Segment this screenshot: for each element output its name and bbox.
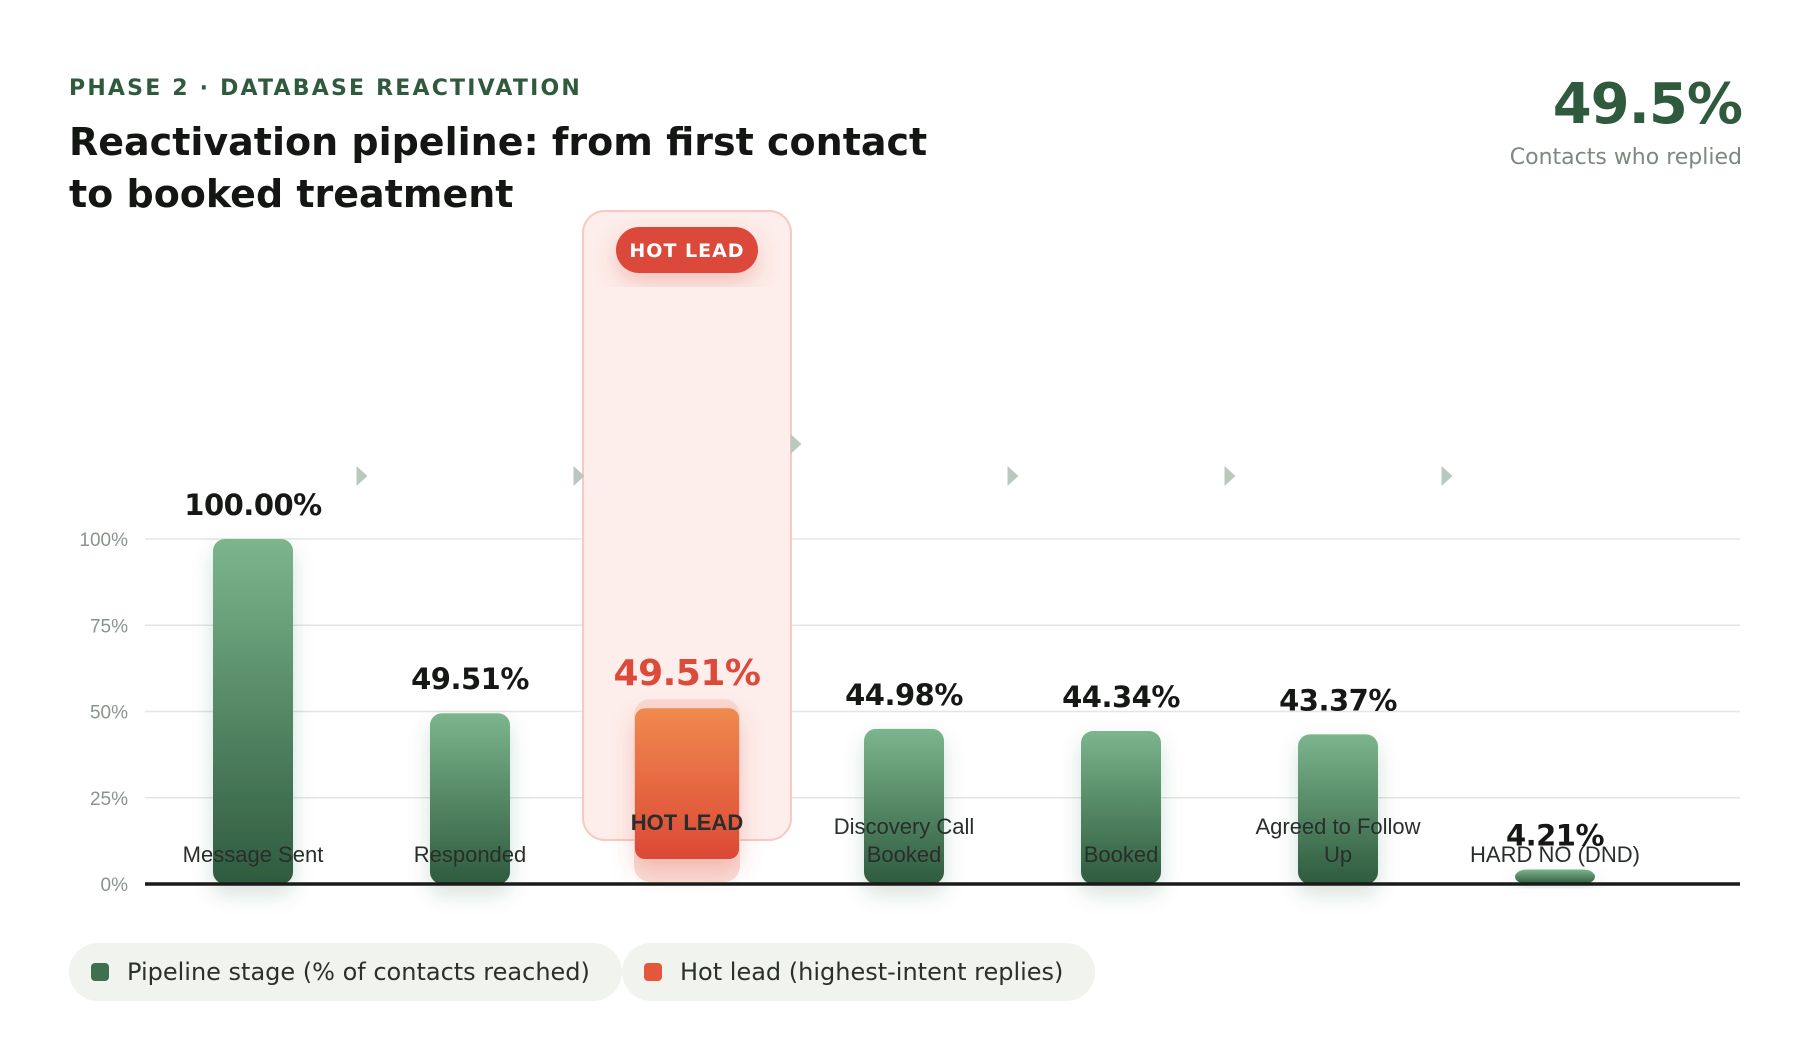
bar-value-label: 43.37%	[1279, 683, 1397, 717]
hot-lead-badge	[616, 227, 758, 273]
flow-arrow-icon	[1441, 466, 1453, 486]
kpi-value: 49.5%	[1552, 72, 1743, 137]
legend-label-pipeline: Pipeline stage (% of contacts reached)	[127, 958, 590, 986]
x-category-label: HARD NO (DND)	[1470, 842, 1640, 867]
hot-lead-badge-label: HOT LEAD	[629, 240, 744, 262]
bar-value-label: 49.51%	[614, 653, 761, 694]
x-category-label: Booked	[1084, 842, 1159, 867]
flow-arrow-icon	[1224, 466, 1236, 486]
legend-swatch-green	[91, 963, 109, 981]
bar-agreed-to-follow-up	[1298, 734, 1378, 884]
legend-swatch-orange	[644, 963, 662, 981]
pipeline-bar-chart: 0% 25% 50% 75% 100% HOT LEAD 100.00% 49.51% 49.5…	[79, 210, 1740, 896]
bar-value-label: 49.51%	[411, 662, 529, 696]
legend-label-hot: Hot lead (highest-intent replies)	[680, 958, 1064, 986]
bar-value-label: 100.00%	[184, 488, 322, 522]
bar-value-label: 44.98%	[845, 678, 963, 712]
chart-eyebrow: PHASE 2 · DATABASE REACTIVATION	[69, 76, 583, 101]
bar-hard-no-dnd-	[1515, 869, 1595, 884]
legend-item-hot: Hot lead (highest-intent replies)	[622, 943, 1096, 1001]
x-category-label: Responded	[414, 842, 527, 867]
bar-value-label: 44.34%	[1062, 680, 1180, 714]
x-category-label: Discovery Call Booked	[834, 814, 975, 867]
bar-discovery-call-booked	[864, 728, 944, 884]
bar-message-sent	[213, 539, 293, 884]
bar-value-label: 4.21%	[1506, 818, 1605, 852]
y-tick-label: 0%	[101, 875, 129, 896]
legend-item-pipeline: Pipeline stage (% of contacts reached)	[69, 943, 622, 1001]
y-tick-label: 25%	[90, 789, 128, 810]
bar-booked	[1081, 731, 1161, 884]
x-category-label: Message Sent	[183, 842, 324, 867]
y-tick-label: 50%	[90, 703, 128, 724]
x-category-label: HOT LEAD	[631, 810, 743, 835]
bar-responded	[430, 713, 510, 884]
flow-arrow-icon	[356, 466, 368, 486]
flow-arrow-icon	[790, 434, 802, 454]
y-tick-label: 100%	[79, 530, 128, 551]
flow-arrow-icon	[1007, 466, 1019, 486]
chart-title: Reactivation pipeline: from first contac…	[69, 120, 928, 216]
x-category-label: Agreed to Follow Up	[1255, 814, 1420, 867]
bar-hot-lead	[635, 708, 739, 859]
flow-arrow-icon	[573, 466, 585, 486]
kpi-label: Contacts who replied	[1509, 145, 1742, 170]
y-tick-label: 75%	[90, 616, 128, 637]
